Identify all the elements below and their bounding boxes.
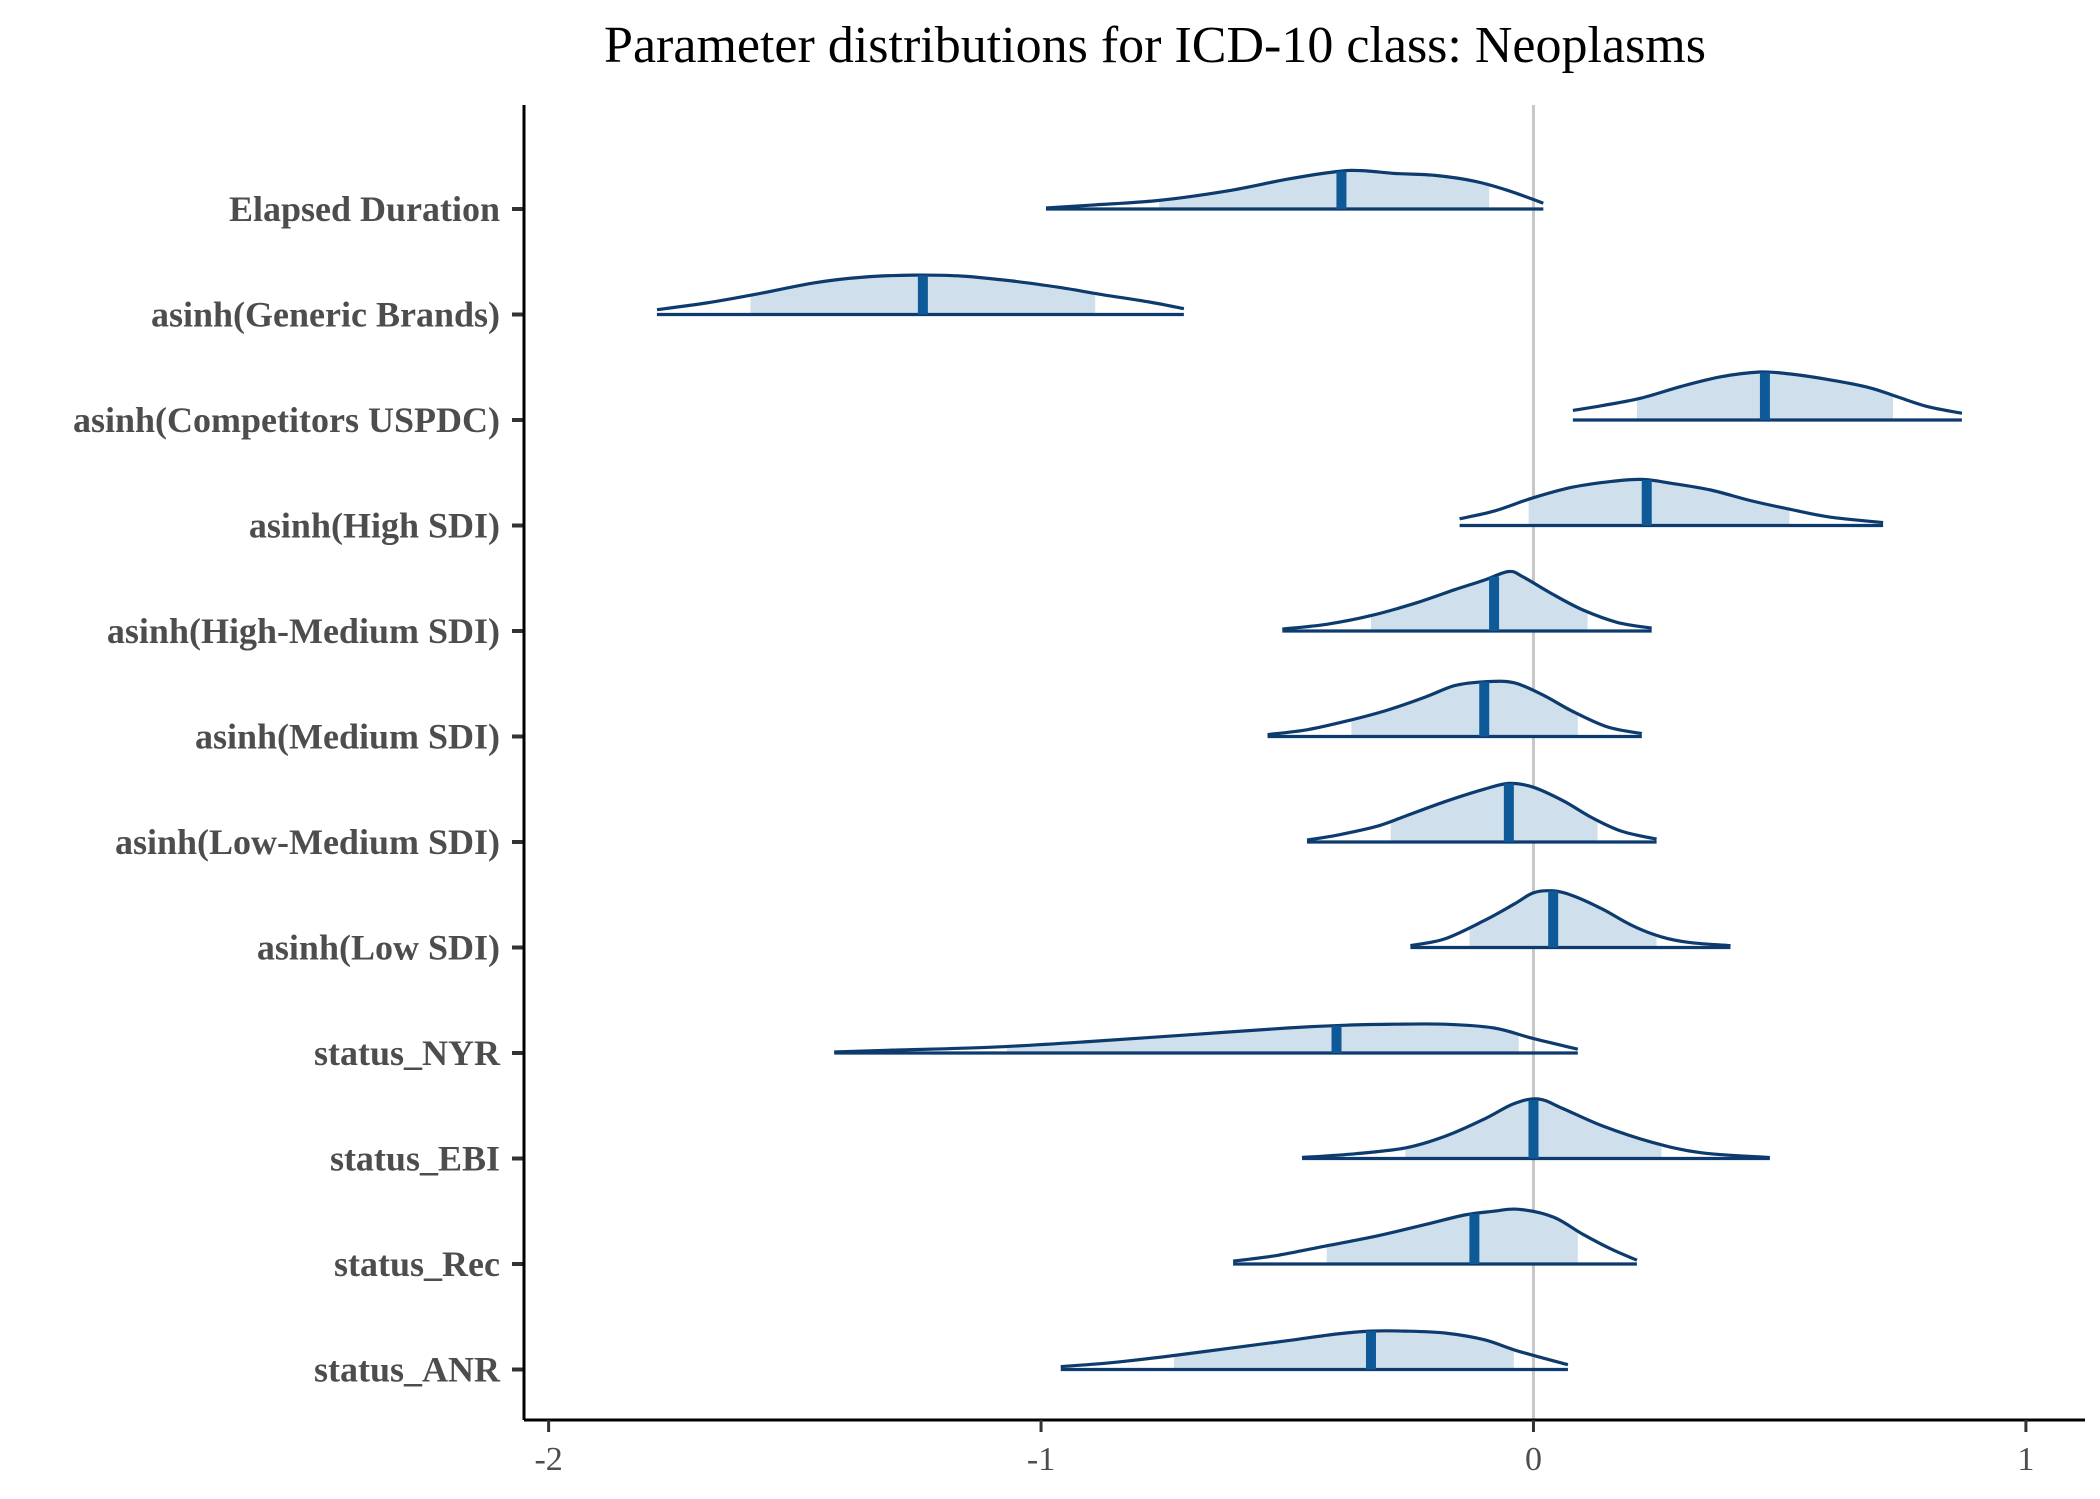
y-tick-label: status_NYR <box>314 1033 501 1073</box>
ridge-7 <box>1410 889 1731 950</box>
ridge-density-outline <box>1301 1097 1770 1160</box>
y-tick-label: asinh(High-Medium SDI) <box>107 611 500 651</box>
ridge-density-outline <box>1306 781 1657 842</box>
y-tick-label: asinh(Competitors USPDC) <box>73 400 500 440</box>
ridge-density-outline <box>1267 679 1643 737</box>
ridge-inner-interval <box>1174 1331 1514 1370</box>
x-tick-label: 0 <box>1525 1441 1542 1478</box>
ridge-inner-interval <box>1351 681 1578 737</box>
x-tick-label: -2 <box>534 1441 562 1478</box>
ridge-density-outline <box>1232 1207 1638 1263</box>
ridge-11 <box>1060 1329 1569 1372</box>
ridge-9 <box>1301 1097 1770 1161</box>
ridge-density-outline <box>1572 370 1963 415</box>
y-tick-label: asinh(Low-Medium SDI) <box>115 822 500 862</box>
ridge-4 <box>1282 569 1652 633</box>
y-tick-label: asinh(Medium SDI) <box>195 717 500 757</box>
ridge-6 <box>1306 781 1657 844</box>
ridge-0 <box>1045 168 1544 211</box>
plot-area: Elapsed Duration asinh(Generic Brands) asi… <box>73 105 2085 1478</box>
ridge-density-outline <box>834 1022 1579 1054</box>
y-tick-label: status_ANR <box>314 1350 501 1390</box>
ridge-density-outline <box>1045 168 1544 210</box>
y-tick-label: asinh(Low SDI) <box>257 928 500 968</box>
ridge-inner-interval <box>1159 170 1490 209</box>
x-tick-label: -1 <box>1027 1441 1055 1478</box>
y-tick-label: asinh(Generic Brands) <box>151 295 500 335</box>
ridge-inner-interval <box>1371 572 1588 631</box>
ridge-10 <box>1232 1207 1638 1266</box>
ridge-inner-interval <box>1390 783 1598 842</box>
y-tick-label: status_EBI <box>330 1139 500 1179</box>
y-tick-label: asinh(High SDI) <box>249 506 500 546</box>
ridge-density-outline <box>656 273 1185 312</box>
ridge-8 <box>834 1022 1579 1055</box>
y-tick-label: Elapsed Duration <box>229 189 500 229</box>
ridge-density-outline <box>1410 889 1731 948</box>
ridge-density-outline <box>1060 1329 1569 1369</box>
ridge-3 <box>1459 477 1884 528</box>
ridge-2 <box>1572 370 1963 422</box>
ridge-inner-interval <box>1528 479 1790 526</box>
ridge-inner-interval <box>1326 1209 1578 1264</box>
ridge-inner-interval <box>1469 890 1657 948</box>
ridge-5 <box>1267 679 1643 739</box>
ridge-density-outline <box>1282 569 1652 631</box>
ridge-density-outline <box>1459 477 1884 525</box>
ridge-1 <box>656 273 1185 317</box>
ridge-inner-interval <box>1006 1024 1519 1053</box>
chart-title: Parameter distributions for ICD-10 class… <box>604 17 1706 74</box>
y-tick-label: status_Rec <box>334 1244 500 1284</box>
x-tick-label: 1 <box>2017 1441 2034 1478</box>
